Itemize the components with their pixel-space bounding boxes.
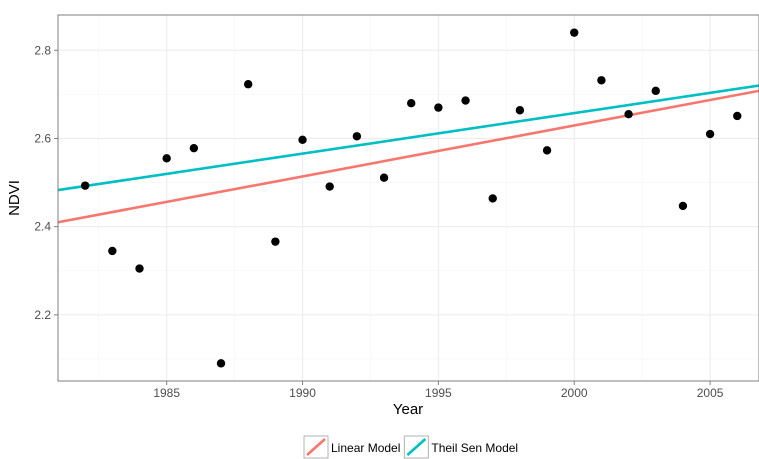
x-axis-ticks: 1985 1990 1995 2000 2005 — [153, 381, 724, 400]
data-point — [733, 111, 742, 121]
plot-border — [57, 14, 759, 382]
plot-panel — [58, 15, 759, 381]
legend-swatch-linear-model — [306, 438, 326, 456]
data-point — [135, 264, 144, 273]
data-point — [352, 132, 362, 141]
y-tick-label: 2.4 — [34, 220, 51, 234]
data-point — [407, 98, 416, 108]
data-point — [542, 146, 552, 155]
x-tick-label: 1995 — [425, 386, 452, 400]
x-tick-label: 1990 — [289, 386, 316, 400]
legend-label-linear-model: Linear Model — [331, 441, 400, 455]
data-points — [80, 28, 742, 368]
legend: Linear Model Theil Sen Model — [303, 435, 518, 459]
y-tick-label: 2.6 — [34, 131, 51, 145]
data-point — [216, 359, 226, 368]
data-point — [298, 135, 307, 144]
data-point — [162, 154, 171, 163]
data-point — [271, 237, 280, 246]
model-line-linear-model — [57, 89, 759, 224]
data-point — [461, 96, 470, 105]
y-tick-label: 2.8 — [34, 43, 51, 57]
data-point — [108, 246, 117, 256]
x-tick-label: 2005 — [697, 386, 724, 400]
model-line-theil-sen-model — [57, 84, 759, 192]
data-point — [434, 103, 443, 112]
y-axis-title: NDVI — [6, 180, 23, 216]
data-point — [705, 129, 715, 139]
data-point — [488, 194, 497, 203]
model-lines — [57, 84, 759, 224]
x-tick-label: 2000 — [561, 386, 588, 400]
y-tick-label: 2.2 — [34, 308, 51, 322]
data-point — [515, 106, 525, 115]
data-point — [651, 86, 660, 96]
data-point — [624, 110, 633, 119]
data-point — [678, 201, 688, 211]
legend-label-theil-sen-model: Theil Sen Model — [431, 441, 518, 455]
data-point — [243, 80, 253, 89]
y-axis-ticks: 2.2 2.4 2.6 2.8 — [34, 43, 58, 322]
data-point — [325, 182, 334, 191]
x-axis-title: Year — [393, 401, 423, 418]
legend-swatch-theil-sen-model — [406, 438, 427, 456]
data-point — [379, 173, 389, 182]
data-point — [597, 76, 606, 85]
x-tick-label: 1985 — [153, 386, 180, 400]
data-point — [189, 143, 199, 153]
data-point — [80, 181, 90, 190]
data-point — [570, 28, 579, 37]
